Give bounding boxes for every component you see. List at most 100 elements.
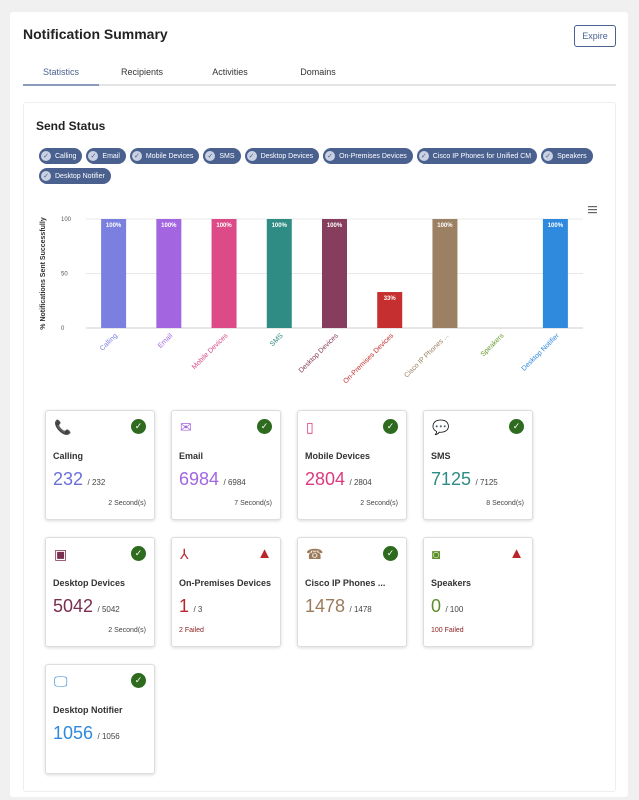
send-status-card: Send Status ✓ Calling ✓ Email ✓ Mobile Device… [23,102,616,792]
channel-tile[interactable]: ▣ ✓ Desktop Devices 5042 / 5042 2 Second(s) [45,537,155,647]
x-tick-label: SMS [269,332,285,348]
check-icon: ✓ [205,151,216,161]
data-label: 100% [106,223,122,229]
phone-icon: 📞 [54,419,72,435]
tile-name: On-Premises Devices [179,578,272,588]
data-label: 100% [272,223,288,229]
x-tick-label: Speakers [480,332,506,358]
filter-chip-label: Speakers [557,152,587,160]
tile-name: Desktop Notifier [53,705,123,715]
success-check-icon: ✓ [257,419,272,434]
tab-activities[interactable]: Activities [212,67,248,77]
y-axis-title: % Notifications Sent Successfully [40,217,47,330]
bar[interactable] [266,219,292,328]
bar[interactable] [322,219,347,328]
desktop-notifier-icon: 🖵 [54,673,68,689]
bar[interactable] [432,219,458,328]
warning-icon: ▲ [257,545,272,562]
y-tick-label: 50 [61,272,68,278]
tile-name: Mobile Devices [305,451,371,461]
filter-chip-label: Email [102,152,120,160]
sent-count: 2804 [305,469,346,489]
filter-chip-label: Calling [55,152,77,160]
filter-chip-label: Desktop Notifier [55,172,105,180]
total-count: / 5042 [97,605,120,614]
filter-chip[interactable]: ✓ Cisco IP Phones for Unified CM [416,148,538,164]
filter-chip-label: Mobile Devices [145,152,194,160]
x-tick-label: Mobile Devices [191,332,230,371]
check-icon: ✓ [131,151,142,161]
data-label: 100% [437,223,453,229]
filter-chip[interactable]: ✓ Email [86,148,126,164]
channel-tile[interactable]: ◙ ▲ Speakers 0 / 100 100 Failed [423,537,533,647]
filter-chip-label: On-Premises Devices [339,152,407,160]
channel-tile[interactable]: 💬 ✓ SMS 7125 / 7125 8 Second(s) [423,410,533,520]
data-label: 100% [327,223,343,229]
success-check-icon: ✓ [131,673,146,688]
filter-chip[interactable]: ✓ Calling [39,148,83,164]
x-tick-label: On-Premises Devices [342,332,395,385]
tile-name: Desktop Devices [53,578,126,588]
x-tick-label: Email [157,332,175,350]
tile-footer: 7 Second(s) [234,500,272,507]
success-check-icon: ✓ [383,419,398,434]
bar[interactable] [211,219,237,328]
chart-menu-icon[interactable] [588,206,597,214]
bar[interactable] [542,219,568,328]
filter-chip[interactable]: ✓ Desktop Devices [244,148,320,164]
x-tick-label: Desktop Notifier [521,332,562,373]
bar[interactable] [101,219,127,328]
sent-count: 1 [179,596,190,616]
network-icon: ⅄ [180,546,189,562]
channel-tile[interactable]: ✉ ✓ Email 6984 / 6984 7 Second(s) [171,410,281,520]
sent-count: 1478 [305,596,346,616]
filter-chip[interactable]: ✓ On-Premises Devices [323,148,413,164]
filter-chip-label: SMS [219,152,235,160]
channel-tile[interactable]: ☎ ✓ Cisco IP Phones ... 1478 / 1478 [297,537,407,647]
channel-tile[interactable]: ⅄ ▲ On-Premises Devices 1 / 3 2 Failed [171,537,281,647]
channel-tile[interactable]: ▯ ✓ Mobile Devices 2804 / 2804 2 Second(s) [297,410,407,520]
expire-button[interactable]: Expire [574,25,616,47]
total-count: / 100 [445,605,464,614]
tile-name: Email [179,451,204,461]
desktop-device-icon: ▣ [54,546,68,562]
success-check-icon: ✓ [383,546,398,561]
y-tick-label: 0 [61,326,65,332]
filter-chip[interactable]: ✓ Speakers [541,148,593,164]
tab-recipients[interactable]: Recipients [120,67,164,77]
total-count: / 1478 [349,605,372,614]
x-tick-label: Desktop Devices [298,332,340,374]
tile-footer: 2 Second(s) [360,500,398,507]
tile-footer: 2 Failed [179,627,204,634]
check-icon: ✓ [246,151,257,161]
filter-chip[interactable]: ✓ Desktop Notifier [39,168,111,184]
envelope-icon: ✉ [180,419,192,435]
success-check-icon: ✓ [131,419,146,434]
tile-footer: 2 Second(s) [108,627,146,634]
filter-chip[interactable]: ✓ Mobile Devices [129,148,200,164]
tile-name: Speakers [431,578,472,588]
tile-footer: 8 Second(s) [486,500,524,507]
data-label: 33% [384,296,397,302]
channel-tile[interactable]: 📞 ✓ Calling 232 / 232 2 Second(s) [45,410,155,520]
total-count: / 3 [193,605,203,614]
sent-count: 1056 [53,723,94,743]
bar[interactable] [377,292,403,328]
check-icon: ✓ [88,151,99,161]
tab-domains[interactable]: Domains [300,67,336,77]
channel-tile[interactable]: 🖵 ✓ Desktop Notifier 1056 / 1056 [45,664,155,774]
ip-phone-icon: ☎ [306,546,324,562]
page-title: Notification Summary [23,26,168,42]
speaker-icon: ◙ [432,546,441,562]
x-tick-label: Calling [99,332,119,352]
total-count: / 7125 [475,478,498,487]
tab-statistics[interactable]: Statistics [23,62,99,86]
tile-name: Calling [53,451,84,461]
warning-icon: ▲ [509,545,524,562]
bar[interactable] [156,219,182,328]
check-icon: ✓ [418,151,429,161]
tile-footer: 100 Failed [431,627,464,634]
total-count: / 6984 [223,478,246,487]
filter-chip[interactable]: ✓ SMS [203,148,241,164]
filter-chip-label: Desktop Devices [260,152,314,160]
